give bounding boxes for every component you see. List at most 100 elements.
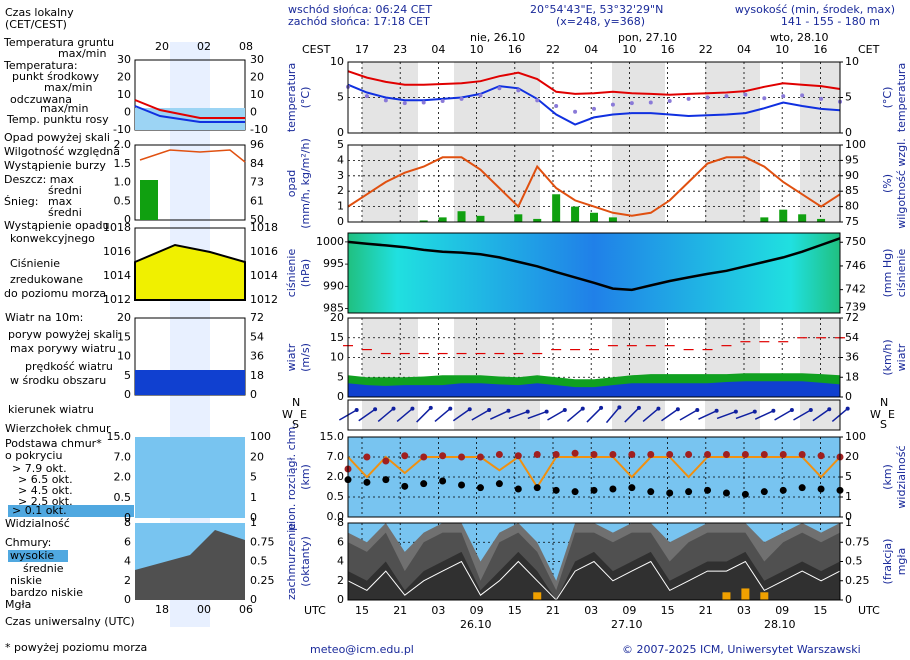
mini-tick-label: 20 — [250, 450, 264, 463]
line — [347, 237, 841, 292]
y-tick-label: 10 — [330, 55, 344, 68]
compass-label: S — [292, 418, 299, 431]
bar — [476, 215, 485, 222]
dot — [516, 88, 521, 93]
dot — [781, 94, 786, 99]
y-axis-unit: (°C) — [299, 87, 312, 109]
night-band — [362, 400, 418, 430]
legend-label: Śnieg: — [4, 195, 38, 208]
legend-label: o pokryciu — [5, 449, 62, 462]
y-tick-label: 0 — [337, 126, 344, 139]
dot — [533, 484, 541, 492]
dot — [800, 93, 805, 98]
mini-tick-label: -10 — [113, 123, 131, 136]
hour-label: 15 — [355, 604, 369, 617]
mini-tick-label: 0.25 — [250, 574, 275, 587]
y-tick-label: 10 — [330, 351, 344, 364]
mini-tick-label: 0 — [124, 388, 131, 401]
panel-frame — [347, 317, 841, 398]
y2-tick-label: 54 — [845, 331, 859, 344]
legend-label: (CET/CEST) — [5, 18, 67, 31]
dot — [552, 486, 560, 494]
bar — [457, 211, 466, 222]
bar — [608, 217, 617, 222]
y2-tick-label: 0.5 — [845, 555, 863, 568]
legend-label: > 0.1 okt. — [12, 504, 67, 517]
bar — [533, 218, 542, 222]
y2-tick-label: 742 — [845, 283, 866, 296]
legend-label: Podstawa chmur* — [5, 437, 102, 450]
night-band — [612, 400, 665, 430]
mini-tick-label: 0 — [124, 593, 131, 606]
wind-arrow-head — [580, 406, 585, 411]
y-tick-label: 15.0 — [320, 430, 345, 443]
hour-label: 23 — [393, 43, 407, 56]
y2-tick-label: 100 — [845, 430, 866, 443]
wind-arrow — [735, 410, 756, 420]
legend-label: Wierzchołek chmur — [5, 422, 111, 435]
legend-label: Wiatr na 10m: — [5, 311, 83, 324]
mini-tick-label: 10 — [250, 88, 264, 101]
hour-label: 16 — [661, 43, 675, 56]
y-tick-label: 20 — [330, 311, 344, 324]
wind-arrow — [434, 407, 451, 423]
height: 141 - 155 - 180 m — [781, 15, 880, 28]
y2-tick-label: 100 — [845, 138, 866, 151]
hour-label: 09 — [775, 604, 789, 617]
mini-tick-label: 1018 — [250, 221, 278, 234]
dot — [421, 100, 426, 105]
mini-bar — [140, 180, 158, 220]
legend-label: zredukowane — [10, 273, 83, 286]
panel-frame — [347, 399, 841, 431]
y2-tick-label: 85 — [845, 184, 859, 197]
mini-area — [135, 530, 245, 600]
compass-label: N — [880, 396, 888, 409]
wind-arrow — [605, 406, 620, 424]
day-label: wto, 28.10 — [770, 31, 829, 44]
mini-tick-label: 2.0 — [114, 138, 132, 151]
line — [347, 83, 841, 126]
dot — [383, 98, 388, 103]
dot — [609, 485, 617, 493]
hour-label: 15 — [813, 604, 827, 617]
dot — [439, 477, 447, 485]
mini-panels — [134, 42, 246, 627]
y2-tick-label: 80 — [845, 200, 859, 213]
mini-tick-label: 0 — [250, 388, 257, 401]
mini-tick-label: 8 — [124, 516, 131, 529]
mini-tick-label: 1 — [250, 491, 257, 504]
y-tick-label: 2.0 — [327, 470, 345, 483]
y-tick-label: 0.0 — [327, 510, 345, 523]
wind-arrow — [396, 407, 413, 423]
mini-tick-label: 15.0 — [107, 430, 132, 443]
hour-label: 21 — [546, 604, 560, 617]
mini-tick-label: 0.5 — [114, 491, 132, 504]
dot — [760, 488, 768, 496]
mini-hour: 02 — [197, 40, 211, 53]
y-tick-label: 5 — [337, 370, 344, 383]
y-tick-label: 8 — [337, 516, 344, 529]
mini-tick-label: 0 — [250, 593, 257, 606]
mini-tick-label: 2.0 — [114, 471, 132, 484]
hour-label: 21 — [699, 604, 713, 617]
wind-arrow-head — [354, 408, 359, 412]
dot — [741, 451, 749, 458]
y2-axis-title: mgła — [895, 548, 908, 576]
y-axis-title: pion. rozciągł. chm. — [285, 423, 298, 531]
dot — [420, 453, 428, 461]
mini-hour: 06 — [239, 603, 253, 616]
legend-label: Ciśnienie — [10, 257, 60, 270]
dot — [497, 86, 502, 91]
mini-hour: 00 — [197, 603, 211, 616]
legend-label: Opad powyżej skali — [4, 131, 110, 144]
mini-tick-label: 36 — [250, 350, 264, 363]
legend-highlight — [8, 550, 68, 562]
wind-arrow — [527, 410, 547, 420]
wind-arrow-head — [487, 408, 492, 412]
dot — [762, 96, 767, 101]
wind-arrow-head — [391, 406, 396, 411]
mini-tick-label: 0.5 — [250, 555, 268, 568]
bar — [722, 592, 731, 600]
mini-tick-label: 61 — [250, 194, 264, 207]
